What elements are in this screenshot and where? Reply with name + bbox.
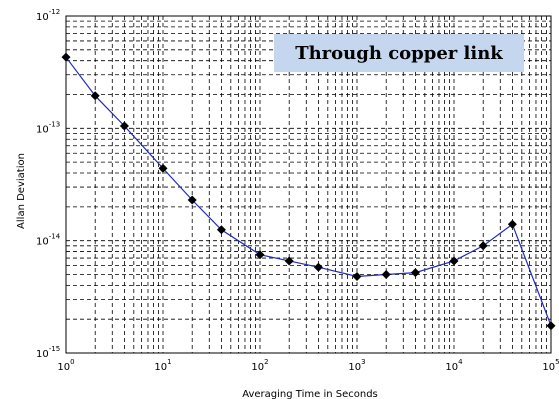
y-tick-exponent: -12 [49,8,60,16]
data-point [449,256,459,266]
x-tick-label: 105 [542,358,559,373]
y-tick-label: 10-13 [36,120,60,135]
annotation-group: Through copper link [274,34,524,72]
y-tick-exponent: -13 [49,120,60,128]
data-point [352,271,362,281]
data-point [187,195,197,205]
data-point [507,219,517,229]
x-tick-base: 10 [348,362,361,373]
grid-lines [66,16,551,353]
x-tick-label: 103 [348,358,365,373]
y-tick-base: 10 [36,349,49,360]
plot-border [65,15,552,354]
y-tick-label: 10-14 [36,233,61,248]
x-tick-exponent: 5 [555,358,559,366]
y-axis-label: Allan Deviation [16,153,27,229]
data-point [216,225,226,235]
x-tick-base: 10 [251,362,264,373]
data-point [90,91,100,101]
data-point [313,262,323,272]
data-point [410,268,420,278]
y-tick-exponent: -14 [49,233,61,241]
data-point [546,321,556,331]
series-line [65,56,552,326]
x-axis-label: Averaging Time in Seconds [242,389,378,399]
x-tick-base: 10 [542,362,555,373]
data-point [284,256,294,266]
plot-frame [65,15,552,354]
data-point [478,241,488,251]
data-point [381,269,391,279]
x-tick-label: 104 [445,358,463,373]
x-tick-exponent: 2 [264,358,268,366]
x-tick-base: 10 [57,362,70,373]
y-tick-base: 10 [36,237,49,248]
x-tick-label: 100 [57,358,74,373]
y-tick-label: 10-15 [36,345,60,360]
x-tick-base: 10 [445,362,458,373]
y-tick-label: 10-12 [36,8,60,23]
data-point [119,121,129,131]
x-tick-label: 102 [251,358,268,373]
x-tick-base: 10 [154,362,167,373]
annotation-text: Through copper link [295,43,503,64]
x-tick-label: 101 [154,358,171,373]
series-group [61,52,556,331]
y-tick-base: 10 [36,124,49,135]
x-tick-exponent: 4 [458,358,463,366]
x-tick-exponent: 1 [167,358,171,366]
x-tick-labels: 100 101 102 103 104 105 [57,358,559,373]
annotation-box [274,34,524,72]
y-tick-exponent: -15 [49,345,60,353]
x-tick-exponent: 0 [70,358,74,366]
x-tick-exponent: 3 [361,358,365,366]
data-point [255,250,265,260]
data-point [158,163,168,173]
y-tick-base: 10 [36,12,49,23]
data-point [61,52,71,62]
